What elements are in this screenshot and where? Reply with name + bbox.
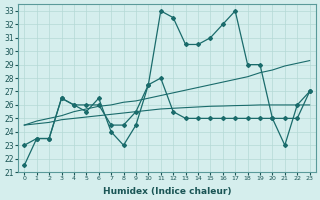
X-axis label: Humidex (Indice chaleur): Humidex (Indice chaleur) bbox=[103, 187, 231, 196]
